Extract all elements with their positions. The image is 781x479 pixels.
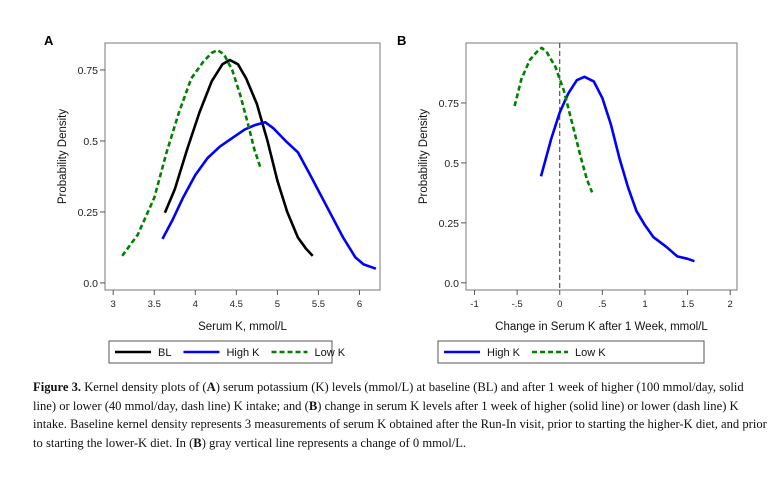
x-tick-label: 5 [275,299,280,310]
x-tick-label: 4 [193,299,198,310]
legend-label: High K [487,347,521,359]
x-tick-label: 0 [557,299,562,310]
plot-frame [465,42,738,291]
caption-text-3: B [308,398,318,413]
x-tick-label: 3.5 [148,299,161,310]
caption-text-2: ) serum potassium (K) levels (mmol/L) at… [33,380,744,413]
x-axis-label: Serum K, mmol/L [198,321,287,333]
series-line-high-k [539,75,695,263]
legend-label: Low K [315,347,346,359]
caption-text-0: Kernel density plots of ( [81,380,207,394]
legend-label: Low K [575,347,606,359]
caption-text-5: B [193,435,202,450]
x-tick-label: 3 [111,299,116,310]
y-axis-label: Probability Density [418,109,430,204]
x-tick-label: 1 [642,299,647,310]
x-tick-label: -1 [470,299,478,310]
panel-label-b: B [397,33,406,48]
legend-b: High K Low K [437,340,705,364]
x-tick-label: 5.5 [312,299,325,310]
legend-label: BL [158,347,171,359]
y-tick-label: 0.0 [83,278,98,290]
caption-text-4: ) change in serum K levels after 1 week … [33,398,767,450]
legend-a: BL High K Low K [108,340,346,364]
caption-figure-label: Figure 3. [33,380,82,394]
caption-text-6: ) gray vertical line represents a change… [201,435,467,450]
y-tick-label: 0.75 [78,65,99,77]
chart-panel-a: 3 3.5 4 4.5 5 5.5 6 0.0 0.25 0.5 0.75 Serum K, mmol… [57,42,381,333]
series-line-low-k [513,46,594,193]
y-axis-label: Probability Density [57,109,69,204]
x-tick-label: 4.5 [230,299,243,310]
legend-label: High K [226,347,260,359]
plot-frame [104,42,381,291]
x-tick-label: 6 [357,299,362,310]
y-tick-label: 0.0 [444,278,459,290]
panel-label-a: A [44,33,54,48]
x-tick-label: 1.5 [681,299,694,310]
caption-text-1: A [206,380,216,394]
y-tick-label: 0.25 [78,207,99,219]
figure-caption: Figure 3. Kernel density plots of (A) se… [33,378,768,452]
series-line-low-k [121,48,263,257]
series-line-bl [163,58,314,257]
legend-box [108,340,333,364]
legend-box [437,340,705,364]
x-tick-label: .5 [598,299,606,310]
y-tick-label: 0.5 [444,158,459,170]
x-tick-label: 2 [728,299,733,310]
x-tick-label: -.5 [512,299,523,310]
y-tick-label: 0.25 [439,218,460,230]
x-axis-label: Change in Serum K after 1 Week, mmol/L [495,321,708,333]
y-tick-label: 0.5 [83,136,98,148]
y-tick-label: 0.75 [439,98,460,110]
series-line-high-k [161,120,377,270]
